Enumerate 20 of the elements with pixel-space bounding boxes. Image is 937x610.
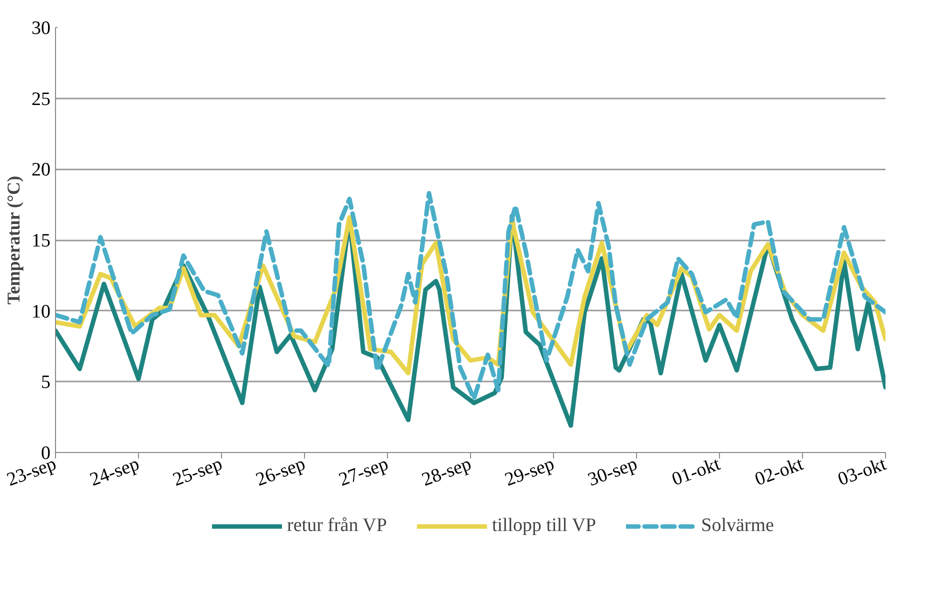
x-tick-label: 02-okt	[752, 453, 807, 490]
y-tick-label: 25	[32, 88, 50, 110]
x-tick-label: 25-sep	[170, 454, 226, 491]
y-tick-label: 30	[32, 18, 50, 39]
legend-label: Solvärme	[701, 514, 774, 536]
x-tick-label: 30-sep	[585, 454, 640, 491]
x-tick-label: 26-sep	[253, 454, 308, 491]
x-tick-label: 24-sep	[87, 454, 142, 491]
legend-label: tillopp till VP	[492, 514, 596, 536]
y-axis-title: Temperatur (°C)	[4, 176, 24, 305]
y-tick-label: 10	[32, 301, 50, 322]
y-tick-label: 5	[41, 372, 50, 394]
x-tick-label: 28-sep	[419, 454, 474, 491]
y-tick-label: 15	[32, 230, 50, 252]
x-tick-label: 03-okt	[835, 453, 890, 490]
x-tick-label: 27-sep	[336, 454, 392, 491]
legend-label: retur från VP	[287, 514, 387, 536]
y-tick-label: 20	[32, 160, 50, 181]
x-tick-label: 01-okt	[669, 453, 724, 490]
x-tick-label: 29-sep	[502, 454, 558, 491]
